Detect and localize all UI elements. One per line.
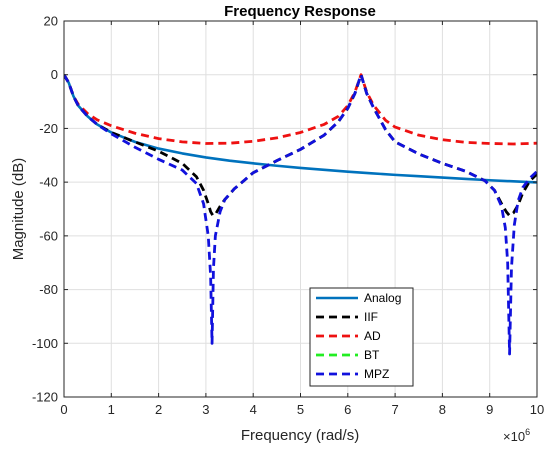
y-tick-labels: 20 0 -20 -40 -60 -80 -100 -120 xyxy=(32,14,58,405)
x-tick-label: 5 xyxy=(297,402,304,417)
x-axis-label: Frequency (rad/s) xyxy=(241,427,359,444)
x-multiplier-base: ×10 xyxy=(503,429,525,444)
legend-label-mpz: MPZ xyxy=(364,367,389,381)
x-tick-label: 7 xyxy=(391,402,398,417)
y-tick-label: -60 xyxy=(39,228,58,243)
x-tick-label: 6 xyxy=(344,402,351,417)
axis-ticks xyxy=(63,20,538,398)
x-tick-labels: 0 1 2 3 4 5 6 7 8 9 10 xyxy=(60,402,544,417)
series-line-mpz xyxy=(64,73,537,356)
x-multiplier-exponent: 6 xyxy=(525,427,530,437)
x-tick-label: 8 xyxy=(439,402,446,417)
legend-label-bt: BT xyxy=(364,348,380,362)
x-tick-label: 10 xyxy=(530,402,544,417)
x-tick-label: 3 xyxy=(202,402,209,417)
legend: Analog IIF AD BT MPZ xyxy=(309,287,414,387)
y-tick-label: -20 xyxy=(39,121,58,136)
y-axis-label: Magnitude (dB) xyxy=(10,158,27,261)
x-tick-label: 2 xyxy=(155,402,162,417)
x-tick-label: 4 xyxy=(250,402,257,417)
y-tick-label: 20 xyxy=(44,14,58,29)
chart-title: Frequency Response xyxy=(224,3,376,20)
x-tick-label: 9 xyxy=(486,402,493,417)
y-tick-label: 0 xyxy=(51,67,58,82)
legend-label-analog: Analog xyxy=(364,291,401,305)
x-tick-label: 1 xyxy=(108,402,115,417)
y-tick-label: -120 xyxy=(32,390,58,405)
legend-label-ad: AD xyxy=(364,329,381,343)
series-layer xyxy=(64,73,537,356)
x-multiplier-label: ×106 xyxy=(503,427,530,444)
series-line-analog xyxy=(64,74,537,184)
series-line-ad xyxy=(64,73,537,146)
legend-box xyxy=(309,287,414,387)
y-tick-label: -40 xyxy=(39,175,58,190)
legend-label-iif: IIF xyxy=(364,310,378,324)
y-tick-label: -80 xyxy=(39,282,58,297)
y-tick-label: -100 xyxy=(32,336,58,351)
x-tick-label: 0 xyxy=(60,402,67,417)
